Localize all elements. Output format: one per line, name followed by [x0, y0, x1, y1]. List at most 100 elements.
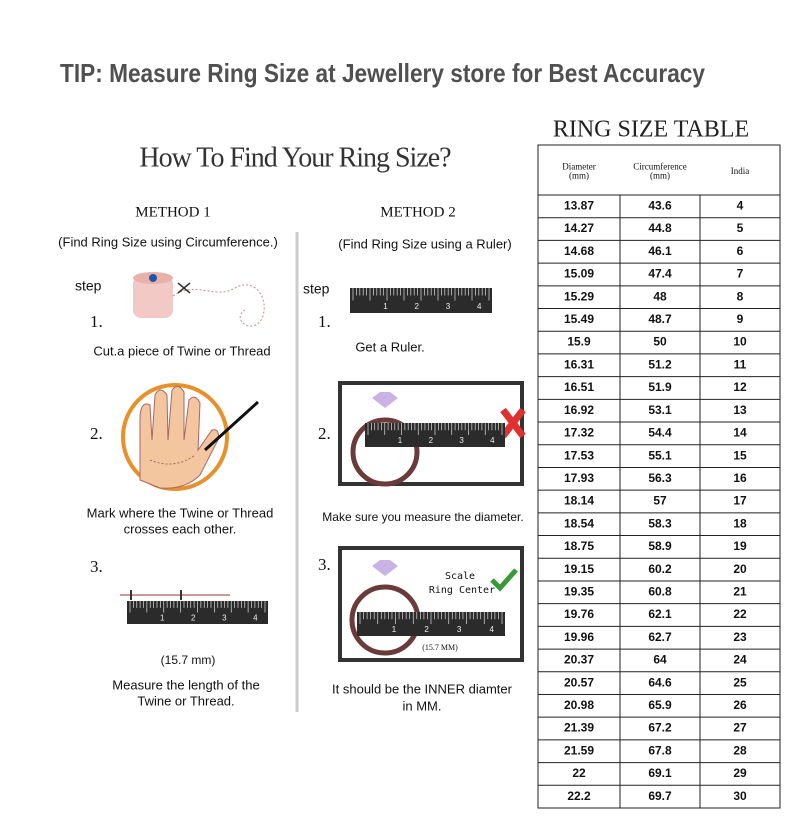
table-cell: 17 [733, 494, 747, 508]
table-cell: 58.9 [648, 539, 672, 553]
table-cell: 54.4 [648, 426, 672, 440]
ruler-label: 4 [477, 302, 482, 311]
table-cell: 44.8 [648, 221, 672, 235]
ruler-label: 3 [222, 613, 227, 622]
step-label: step [303, 281, 330, 297]
table-cell: 13 [733, 403, 747, 417]
method-subtitle: (Find Ring Size using a Ruler) [338, 236, 511, 251]
table-cell: 26 [733, 698, 747, 712]
method-title: METHOD 2 [380, 204, 455, 220]
table-cell: 60.8 [648, 584, 672, 598]
table-cell: 65.9 [648, 698, 672, 712]
annotation: Ring Center [429, 585, 495, 596]
table-cell: 6 [737, 244, 744, 258]
table-cell: 21 [733, 584, 747, 598]
table-cell: 53.1 [648, 403, 672, 417]
table-cell: 48.7 [648, 312, 672, 326]
ruler-label: 1 [398, 436, 403, 445]
spool-illustration [133, 272, 265, 327]
table-cell: 20.57 [564, 675, 594, 689]
table-cell: 27 [733, 721, 747, 735]
annotation: (15.7 MM) [422, 643, 458, 652]
table-cell: 15.9 [567, 335, 591, 349]
table-cell: 11 [734, 357, 747, 371]
step-number: 3. [318, 555, 331, 574]
step-number: 2. [318, 424, 331, 443]
ruler-label: 2 [415, 302, 420, 311]
table-cell: 20.98 [564, 698, 594, 712]
table-cell: 64.6 [648, 675, 672, 689]
table-cell: 14.27 [564, 221, 594, 235]
table-cell: 17.93 [564, 471, 594, 485]
table-cell: 12 [733, 380, 747, 394]
table-cell: 7 [737, 267, 744, 281]
table-cell: 64 [653, 653, 667, 667]
table-cell: 16 [733, 471, 747, 485]
annotation: Scale [445, 571, 475, 582]
table-cell: 21.39 [564, 721, 594, 735]
tip: TIP: Measure Ring Size at Jewellery stor… [60, 58, 705, 88]
step-text: Twine or Thread. [137, 693, 234, 708]
table-cell: 10 [733, 335, 747, 349]
table-cell: 25 [733, 675, 747, 689]
table-header: (mm) [569, 171, 589, 181]
ruler: 1 2 3 4 [350, 288, 492, 313]
ruler-label: 1 [392, 625, 397, 634]
table-cell: 19.76 [564, 607, 594, 621]
step-text: Make sure you measure the diameter. [322, 510, 523, 524]
step-label: step [75, 278, 102, 294]
table-cell: 20 [733, 562, 747, 576]
table-cell: 69.7 [648, 789, 672, 803]
guide-title: How To Find Your Ring Size? [139, 142, 451, 173]
table-cell: 16.31 [564, 357, 594, 371]
ruler-label: 2 [191, 613, 196, 622]
step-text: Mark where the Twine or Thread [87, 505, 274, 520]
table-cell: 21.59 [564, 743, 594, 757]
table-cell: 19 [733, 539, 747, 553]
ruler: 1 2 3 4 [357, 612, 505, 636]
table-cell: 19.96 [564, 630, 594, 644]
table-border [537, 144, 781, 809]
method-title: METHOD 1 [135, 204, 210, 220]
table-cell: 5 [737, 221, 744, 235]
table-cell: 18.14 [564, 494, 594, 508]
ruler-label: 2 [429, 436, 434, 445]
step-text: Measure the length of the [112, 677, 259, 692]
table-header: Diameter [562, 162, 595, 172]
step-number: 3. [90, 557, 103, 576]
ruler-label: 3 [457, 625, 462, 634]
step-text: in MM. [403, 698, 442, 713]
ruler-label: 4 [253, 613, 258, 622]
table-cell: 17.32 [564, 426, 594, 440]
table-cell: 22 [733, 607, 747, 621]
ruler-label: 2 [424, 625, 429, 634]
table-cell: 18.54 [564, 516, 594, 530]
ruler: 1 2 3 4 [127, 601, 268, 624]
table-cell: 46.1 [648, 244, 672, 258]
ruler: 1 2 3 4 [365, 423, 505, 447]
table-cell: 16.92 [564, 403, 594, 417]
table-cell: 69.1 [648, 766, 672, 780]
step-text: crosses each other. [124, 521, 237, 536]
thread-illustration [120, 590, 230, 600]
ruler-label: 4 [490, 436, 495, 445]
ring-box [338, 546, 524, 662]
table-cell: 24 [733, 653, 747, 667]
ruler-label: 4 [489, 625, 494, 634]
table-cell: 62.7 [648, 630, 672, 644]
table-header: India [731, 166, 750, 176]
table-cell: 22 [572, 766, 586, 780]
table-cell: 43.6 [648, 199, 672, 213]
step-number: 2. [90, 424, 103, 443]
table-cell: 58.3 [648, 516, 672, 530]
table-cell: 15.49 [564, 312, 594, 326]
table-cell: 13.87 [564, 199, 594, 213]
ruler-label: 1 [160, 613, 165, 622]
step-number: 1. [90, 312, 103, 331]
table-cell: 62.1 [648, 607, 672, 621]
annotation: (15.7 mm) [161, 653, 216, 667]
table-header: Circumference [633, 162, 686, 172]
table-title: RING SIZE TABLE [553, 117, 749, 143]
